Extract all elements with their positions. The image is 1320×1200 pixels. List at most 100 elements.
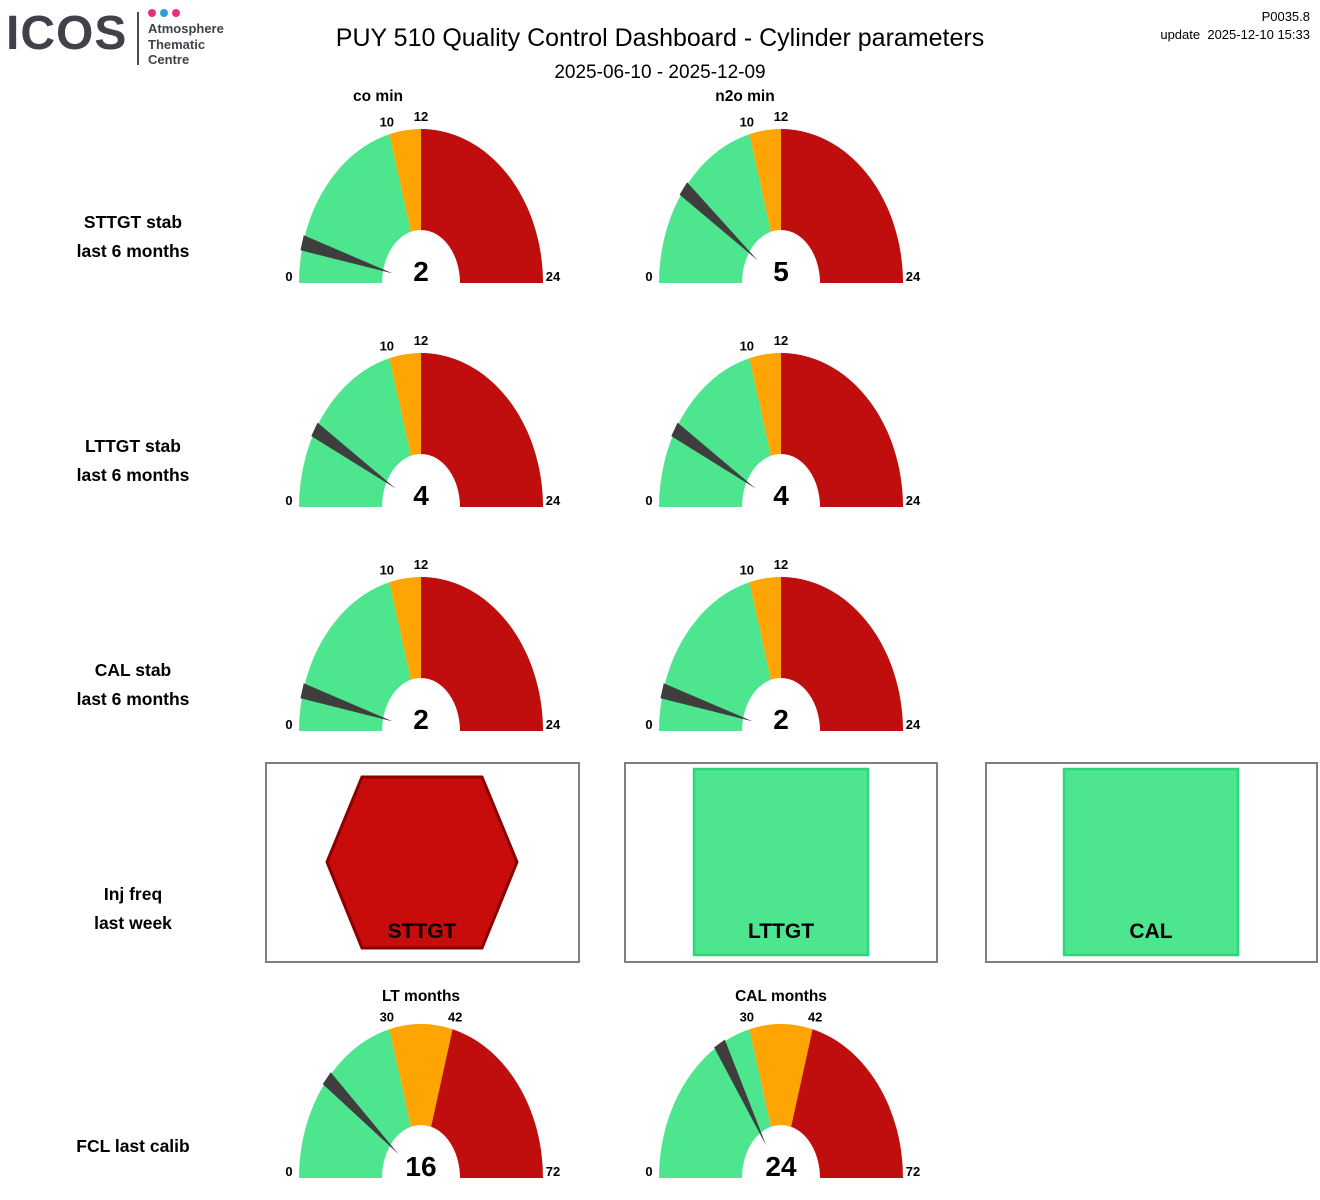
lttgt-status-shape: LTTGT xyxy=(692,767,870,957)
row-label-line1: Inj freq xyxy=(103,884,163,904)
column-header-n2o-min: n2o min xyxy=(715,88,775,105)
gauge-tick-label: 24 xyxy=(546,717,561,732)
gauge-needle xyxy=(671,422,756,489)
status-box-cal: CAL xyxy=(985,762,1318,963)
gauge-tick-label: 12 xyxy=(774,333,788,348)
org-line: Thematic xyxy=(148,36,206,52)
gauge-tick-label: 0 xyxy=(645,717,652,732)
gauge-needle xyxy=(322,1072,399,1155)
dot-blue-icon xyxy=(160,9,168,17)
gauge-segment-orange xyxy=(749,1023,813,1127)
gauge-tick-label: 24 xyxy=(546,493,561,508)
report-meta: P0035.8 update 2025-12-10 15:33 xyxy=(1160,8,1310,44)
update-timestamp: 2025-12-10 15:33 xyxy=(1207,27,1310,42)
gauge-segment-green xyxy=(659,1029,771,1178)
row-label-line2: last 6 months xyxy=(76,465,190,485)
hexagon-icon xyxy=(325,775,519,950)
gauge-segment-red xyxy=(781,353,903,507)
row-label-line1: STTGT stab xyxy=(83,212,183,232)
update-label: update xyxy=(1160,27,1201,42)
gauge-svg: 0 10 12 24 4 xyxy=(645,333,921,511)
gauge-needle xyxy=(660,683,753,722)
gauge-segment-green xyxy=(299,358,411,507)
row-label-fcl-last-calib: FCL last calib xyxy=(3,1132,263,1161)
gauge-tick-label: 12 xyxy=(774,557,788,572)
row-label-lttgt-stab: LTTGT stab last 6 months xyxy=(3,432,263,490)
gauge-svg: 0 10 12 24 4 xyxy=(285,333,561,511)
gauge-value: 24 xyxy=(765,1151,797,1182)
gauge-tick-label: 0 xyxy=(285,717,292,732)
gauge-segment-red xyxy=(431,1029,543,1178)
gauge-tick-label: 12 xyxy=(414,109,428,124)
gauge-tick-label: 24 xyxy=(906,717,921,732)
row-label-cal-stab: CAL stab last 6 months xyxy=(3,656,263,714)
column-header-co-min: co min xyxy=(353,88,403,105)
gauge-value: 5 xyxy=(773,256,789,287)
gauge-segment-red xyxy=(781,129,903,283)
gauge-needle xyxy=(714,1039,767,1146)
org-line: Atmosphere xyxy=(148,21,224,36)
gauge-tick-label: 10 xyxy=(380,115,394,130)
gauge-tick-label: 0 xyxy=(645,1164,652,1179)
gauge-fcl-lt: 0 30 42 72 16 xyxy=(271,998,571,1198)
row-label-sttgt-stab: STTGT stab last 6 months xyxy=(3,208,263,266)
gauge-value: 2 xyxy=(773,704,789,735)
gauge-value: 2 xyxy=(413,256,429,287)
gauge-lttgt-co: 0 10 12 24 4 xyxy=(271,327,571,527)
gauge-tick-label: 42 xyxy=(808,1010,822,1025)
dot-pink-icon xyxy=(172,9,180,17)
gauge-title-cal-months: CAL months xyxy=(735,988,827,1005)
gauge-tick-label: 24 xyxy=(906,269,921,284)
gauge-title-lt-months: LT months xyxy=(381,988,461,1005)
gauge-svg: 0 10 12 24 5 xyxy=(645,109,921,287)
row-label-line1: FCL last calib xyxy=(76,1136,190,1156)
gauge-svg: 0 30 42 72 24 xyxy=(645,1010,920,1183)
logo-dots-icon xyxy=(148,9,224,17)
gauge-lttgt-n2o: 0 10 12 24 4 xyxy=(631,327,931,527)
gauge-tick-label: 0 xyxy=(645,493,652,508)
cal-status-shape: CAL xyxy=(1062,767,1240,957)
report-id: P0035.8 xyxy=(1261,9,1310,24)
status-box-sttgt: STTGT xyxy=(265,762,580,963)
gauge-segment-orange xyxy=(749,352,781,456)
square-icon xyxy=(1062,767,1240,957)
update-line: update 2025-12-10 15:33 xyxy=(1160,26,1310,44)
gauge-tick-label: 24 xyxy=(906,493,921,508)
row-label-line2: last 6 months xyxy=(76,689,190,709)
square-icon xyxy=(692,767,870,957)
sttgt-status-shape: STTGT xyxy=(325,775,519,950)
gauge-segment-orange xyxy=(749,576,781,680)
logo-divider xyxy=(137,12,139,65)
gauge-tick-label: 72 xyxy=(546,1164,560,1179)
gauge-tick-label: 10 xyxy=(740,115,754,130)
gauge-tick-label: 24 xyxy=(546,269,561,284)
gauge-value: 2 xyxy=(413,704,429,735)
gauge-segment-orange xyxy=(749,128,781,232)
gauge-tick-label: 0 xyxy=(285,493,292,508)
row-label-line1: LTTGT stab xyxy=(85,436,181,456)
gauge-segment-red xyxy=(421,577,543,731)
status-box-lttgt: LTTGT xyxy=(624,762,938,963)
gauge-segment-green xyxy=(659,358,771,507)
gauge-segment-orange xyxy=(389,352,421,456)
gauge-segment-red xyxy=(791,1029,903,1178)
page-title: PUY 510 Quality Control Dashboard - Cyli… xyxy=(335,24,985,52)
gauge-segment-orange xyxy=(389,576,421,680)
gauge-sttgt-co: 0 10 12 24 2 xyxy=(271,103,571,303)
gauge-cal-co: 0 10 12 24 2 xyxy=(271,551,571,751)
gauge-tick-label: 0 xyxy=(285,1164,292,1179)
org-block: Atmosphere Thematic Centre xyxy=(148,9,224,68)
gauge-tick-label: 0 xyxy=(645,269,652,284)
gauge-tick-label: 12 xyxy=(414,333,428,348)
gauge-needle xyxy=(300,235,393,274)
gauge-segment-red xyxy=(421,129,543,283)
gauge-needle xyxy=(679,182,758,261)
gauge-svg: 0 10 12 24 2 xyxy=(285,557,561,735)
gauge-tick-label: 30 xyxy=(740,1010,754,1025)
date-range: 2025-06-10 - 2025-12-09 xyxy=(554,62,766,83)
status-box-label: LTTGT xyxy=(748,920,814,943)
dot-pink-icon xyxy=(148,9,156,17)
gauge-segment-red xyxy=(781,577,903,731)
gauge-value: 16 xyxy=(405,1151,436,1182)
